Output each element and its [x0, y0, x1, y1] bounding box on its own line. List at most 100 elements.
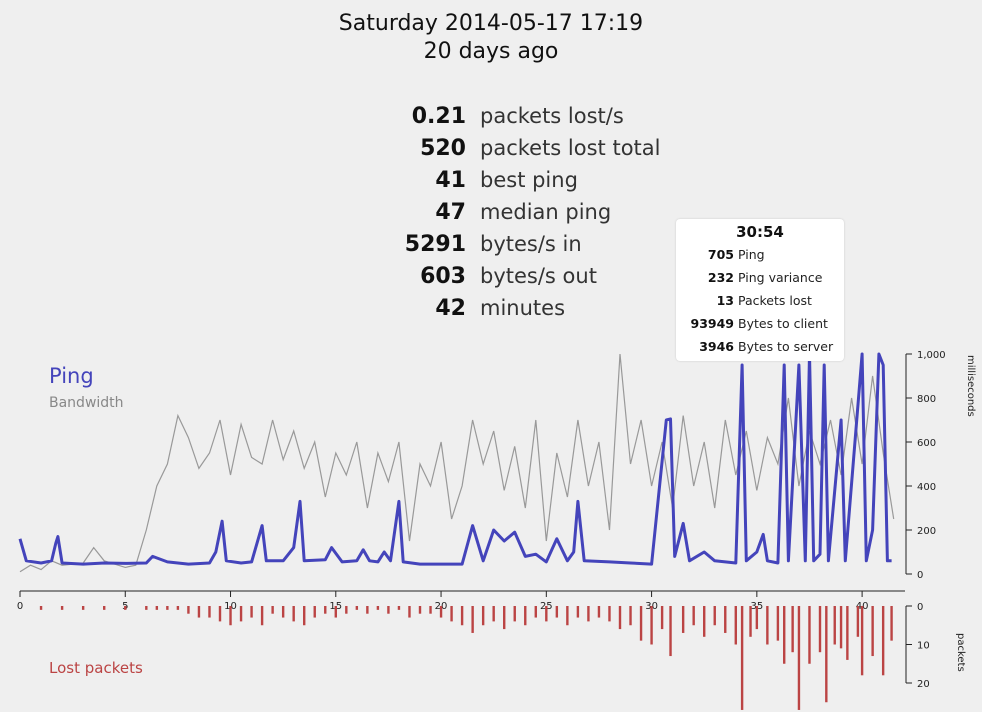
stat-value: 0.21	[411, 103, 466, 129]
lost-bar	[846, 606, 849, 660]
lost-bar	[856, 606, 860, 637]
lost-bar	[755, 606, 759, 630]
y-tick-label: 600	[917, 438, 936, 449]
lost-bar	[776, 606, 780, 641]
lost-bar	[724, 606, 727, 633]
lost-bar	[839, 606, 843, 649]
lost-bar	[145, 606, 148, 610]
y-tick-label: 400	[917, 482, 936, 493]
tooltip-value: 232	[707, 270, 734, 285]
lost-bar	[345, 606, 348, 614]
lost-bar	[166, 606, 169, 610]
stat-value: 5291	[404, 231, 466, 257]
stats-panel: 0.21 packets lost/s 520 packets lost tot…	[300, 100, 720, 324]
lost-bar	[60, 606, 64, 610]
lost-bar	[239, 606, 243, 622]
stat-value: 520	[420, 135, 466, 161]
stat-row: 603 bytes/s out	[300, 260, 720, 292]
lost-tick-label: 0	[917, 602, 923, 613]
lost-bar	[534, 606, 537, 618]
y-tick-label: 800	[917, 394, 936, 405]
lost-bar	[766, 606, 769, 645]
lost-bar	[783, 606, 786, 664]
stat-value: 41	[435, 167, 466, 193]
tooltip-value: 93949	[690, 316, 735, 331]
lost-bar	[797, 606, 801, 710]
lost-bar	[566, 606, 569, 626]
lost-bar	[639, 606, 643, 641]
y-tick-label: 200	[917, 526, 936, 537]
lost-bar	[492, 606, 495, 622]
y-tick-label: 0	[917, 570, 923, 581]
tooltip-label: Bytes to server	[738, 339, 834, 354]
tooltip-value: 705	[707, 247, 734, 262]
lost-bar	[81, 606, 85, 610]
tooltip-row: 232 Ping variance	[676, 266, 844, 289]
lost-axis-title: packets	[955, 633, 966, 672]
lost-bar	[460, 606, 464, 626]
lost-bar	[808, 606, 811, 664]
lost-bar	[229, 606, 232, 626]
lost-bar	[833, 606, 836, 645]
stat-label: minutes	[480, 296, 566, 320]
stat-value: 42	[435, 295, 466, 321]
lost-bar	[429, 606, 432, 614]
lost-bar	[197, 606, 201, 618]
lost-bar	[713, 606, 716, 626]
tooltip-row: 93949 Bytes to client	[676, 312, 844, 335]
tooltip-row: 705 Ping	[676, 243, 844, 266]
tooltip-row: 13 Packets lost	[676, 289, 844, 312]
lost-bar	[890, 606, 893, 641]
lost-bar	[155, 606, 159, 610]
lost-bar	[660, 606, 664, 630]
lost-bar	[324, 606, 327, 614]
bandwidth-line	[19, 353, 895, 573]
lost-bar	[545, 606, 548, 622]
lost-bar	[334, 606, 337, 618]
stat-label: packets lost/s	[480, 104, 624, 128]
lost-bar	[703, 606, 706, 637]
y-tick-label: 1,000	[917, 350, 946, 361]
ping-line	[18, 352, 892, 566]
lost-bar	[450, 606, 453, 622]
lost-bar	[408, 606, 411, 618]
hover-tooltip: 30:54 705 Ping 232 Ping variance 13 Pack…	[676, 219, 844, 361]
lost-bar	[418, 606, 422, 614]
legend-bandwidth: Bandwidth	[49, 395, 124, 411]
lost-bar	[669, 606, 672, 657]
lost-bar	[292, 606, 295, 622]
tooltip-label: Ping variance	[738, 270, 823, 285]
lost-bar	[860, 606, 864, 676]
lost-bar	[513, 606, 516, 622]
stat-row: 5291 bytes/s in	[300, 228, 720, 260]
lost-bar	[524, 606, 527, 626]
tooltip-row: 3946 Bytes to server	[676, 335, 844, 358]
stat-value: 603	[420, 263, 466, 289]
lost-bar	[187, 606, 190, 614]
tooltip-value: 13	[716, 293, 734, 308]
lost-bar	[749, 606, 752, 637]
lost-bar	[881, 606, 885, 676]
stat-row: 0.21 packets lost/s	[300, 100, 720, 132]
stat-row: 42 minutes	[300, 292, 720, 324]
tooltip-label: Ping	[738, 247, 765, 262]
lost-bar	[439, 606, 443, 618]
lost-bar	[825, 606, 828, 703]
lost-bar	[871, 606, 874, 657]
lost-bar	[692, 606, 695, 626]
stat-label: median ping	[480, 200, 612, 224]
lost-bar	[618, 606, 622, 630]
lost-bar	[303, 606, 306, 626]
lost-bar	[555, 606, 559, 618]
lost-bar	[740, 606, 744, 710]
lost-bar	[503, 606, 506, 630]
lost-bar	[608, 606, 611, 622]
lost-bar	[471, 606, 474, 633]
lost-bar	[39, 606, 43, 610]
lost-bar	[260, 606, 264, 626]
lost-bar	[124, 606, 127, 610]
tooltip-label: Bytes to client	[738, 316, 828, 331]
stat-value: 47	[435, 199, 466, 225]
x-tick-label: 0	[17, 601, 23, 612]
